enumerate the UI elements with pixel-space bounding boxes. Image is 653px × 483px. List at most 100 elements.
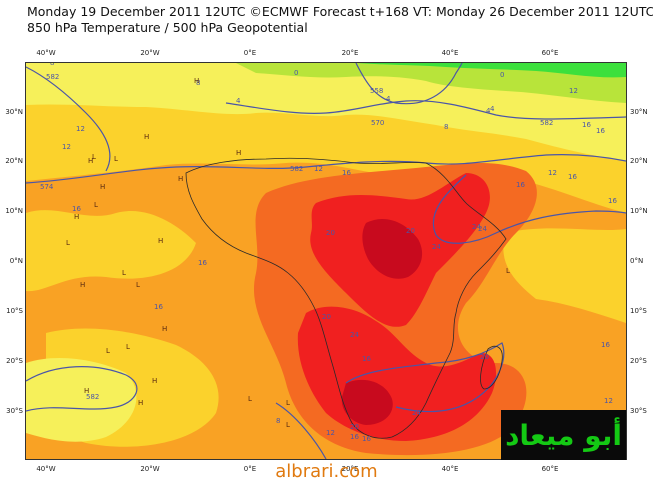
weather-map: 582 8 8 4 0 4 570 558 4 0 12 4 582 16 16 12 12 8 574 582 12 1… — [25, 62, 627, 460]
pressure-marker: H — [162, 325, 167, 333]
pressure-marker: H — [74, 213, 79, 221]
pressure-marker: L — [106, 347, 110, 355]
map-title: Monday 19 December 2011 12UTC ©ECMWF For… — [27, 4, 653, 19]
pressure-marker: L — [94, 201, 98, 209]
lat-label-right: 0°N — [630, 257, 644, 265]
geopotential-contour — [275, 402, 327, 459]
geopotential-contour — [26, 154, 626, 184]
lon-label-top: 20°E — [341, 49, 359, 57]
contour-label: 582 — [46, 73, 59, 81]
contour-label: 4 — [236, 97, 241, 105]
contour-label: 16 — [596, 127, 605, 135]
lat-label-left: 20°N — [5, 157, 23, 165]
lon-label-bottom: 20°E — [341, 465, 359, 473]
contour-label: 8 — [444, 123, 448, 131]
contour-label: 12 — [569, 87, 578, 95]
geopotential-contour — [26, 366, 138, 412]
logo-box: أبو ميعاد — [501, 410, 626, 460]
contour-label: 16 — [601, 341, 610, 349]
contour-label: 582 — [86, 393, 99, 401]
contour-label: 582 — [540, 119, 553, 127]
contour-label: 574 — [40, 183, 54, 191]
contour-label: 16 — [154, 303, 163, 311]
temp-band-cold — [356, 63, 626, 78]
lon-label-bottom: 20°W — [140, 465, 160, 473]
contour-label: 12 — [548, 169, 557, 177]
temp-patch-mild-south — [26, 358, 137, 442]
contour-label: 16 — [198, 259, 207, 267]
contour-label: 16 — [362, 355, 371, 363]
lon-label-bottom: 40°E — [441, 465, 459, 473]
contour-label: 12 — [62, 143, 71, 151]
lat-label-left: 30°S — [6, 407, 23, 415]
contour-label: 8 — [196, 79, 200, 87]
pressure-marker: L — [248, 395, 252, 403]
contour-label: 582 — [290, 165, 303, 173]
lat-label-left: 20°S — [6, 357, 23, 365]
coastline — [185, 157, 507, 439]
lon-label-top: 40°E — [441, 49, 459, 57]
pressure-marker: L — [136, 281, 140, 289]
pressure-marker: H — [194, 77, 199, 85]
contour-label: 16 — [342, 169, 351, 177]
pressure-marker: L — [126, 343, 130, 351]
site-url[interactable]: albrari.com — [275, 461, 378, 482]
geopotential-contour — [355, 63, 463, 105]
contour-label: 24 — [478, 225, 487, 233]
pressure-marker: H — [152, 377, 157, 385]
contour-label: 20 — [406, 227, 415, 235]
contour-label: 20 — [322, 313, 331, 321]
pressure-marker: H — [178, 175, 183, 183]
map-subtitle: 850 hPa Temperature / 500 hPa Geopotenti… — [27, 20, 308, 35]
lat-label-left: 0°N — [9, 257, 23, 265]
contour-label: 20 — [350, 423, 359, 431]
geopotential-contour — [345, 342, 505, 413]
pressure-marker: L — [506, 267, 510, 275]
lat-label-left: 30°N — [5, 108, 23, 116]
contour-label: 16 — [516, 181, 525, 189]
logo-text: أبو ميعاد — [505, 418, 622, 452]
contour-label: 16 — [350, 433, 359, 441]
pressure-marker: L — [114, 155, 118, 163]
contour-label: 570 — [371, 119, 384, 127]
contour-label: 24 — [432, 243, 441, 251]
geopotential-contour — [432, 174, 626, 244]
pressure-marker: L — [66, 239, 70, 247]
geopotential-contour — [225, 100, 626, 120]
lat-label-right: 20°S — [630, 357, 647, 365]
pressure-marker: H — [80, 281, 85, 289]
contour-label: 24 — [472, 223, 481, 231]
contour-label: 4 — [490, 105, 495, 113]
pressure-marker: H — [88, 157, 93, 165]
contour-label: 16 — [582, 121, 591, 129]
temp-patch-warm-west — [26, 210, 196, 292]
contour-label: 558 — [370, 87, 383, 95]
contour-label: 24 — [412, 409, 421, 417]
lat-label-right: 10°S — [630, 307, 647, 315]
pressure-marker: H — [144, 133, 149, 141]
pressure-marker: L — [122, 269, 126, 277]
pressure-marker: H — [158, 237, 163, 245]
lon-label-bottom: 40°W — [36, 465, 56, 473]
contour-label: 16 — [608, 197, 617, 205]
temp-band-cool — [236, 63, 626, 103]
lat-label-right: 30°S — [630, 407, 647, 415]
pressure-marker: L — [92, 153, 96, 161]
contour-label: 16 — [568, 173, 577, 181]
lon-label-top: 20°W — [140, 49, 160, 57]
temp-band-hottest-2 — [341, 379, 393, 425]
pressure-marker: L — [286, 399, 290, 407]
pressure-marker: H — [84, 387, 89, 395]
lon-label-top: 0°E — [243, 49, 257, 57]
lat-label-left: 10°N — [5, 207, 23, 215]
geopotential-contour — [26, 66, 111, 172]
temp-patch-warm-indian — [503, 228, 626, 323]
contour-label: 20 — [326, 229, 335, 237]
pressure-marker: H — [100, 183, 105, 191]
coastline-madagascar — [480, 345, 503, 390]
contour-label: 0 — [294, 69, 298, 77]
contour-label: 24 — [350, 331, 359, 339]
contour-label: 12 — [604, 397, 613, 405]
lon-label-bottom: 60°E — [541, 465, 559, 473]
